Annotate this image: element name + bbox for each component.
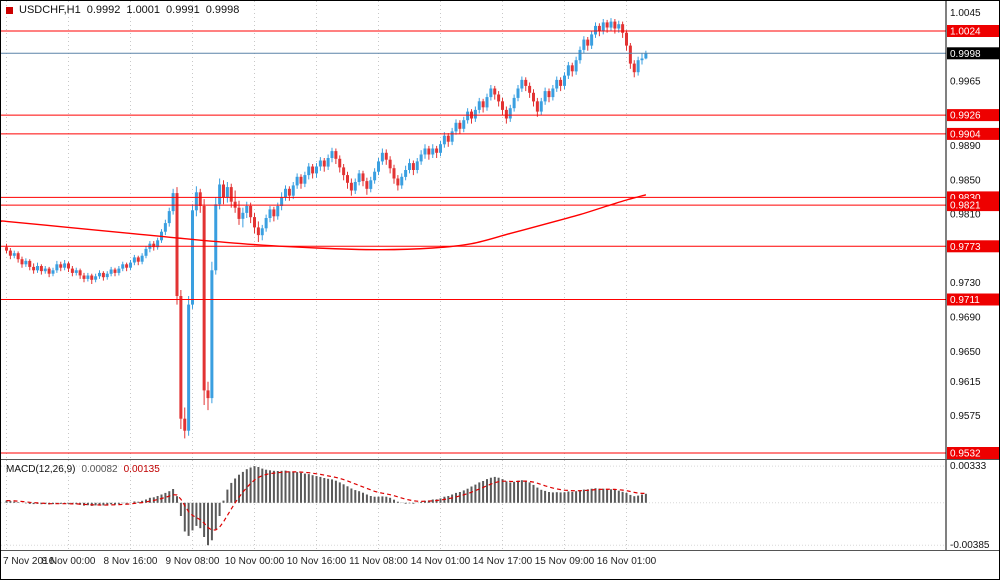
- svg-text:0.9810: 0.9810: [950, 210, 981, 221]
- price-level-badge: [947, 240, 999, 253]
- symbol-period: USDCHF,H1: [19, 4, 81, 16]
- macd-main-value: 0.00082: [81, 464, 118, 475]
- time-label: 7 Nov 2016: [3, 556, 55, 567]
- svg-text:0.9730: 0.9730: [950, 278, 981, 289]
- time-label: 9 Nov 08:00: [165, 556, 220, 567]
- svg-text:0.9890: 0.9890: [950, 141, 981, 152]
- price-level-badge: [947, 109, 999, 122]
- macd-signal-line: [6, 471, 646, 531]
- price-level-badge: [947, 25, 999, 37]
- candlesticks: [5, 18, 648, 439]
- price-level-badge: [947, 127, 999, 140]
- svg-text:0.00333: 0.00333: [950, 461, 987, 472]
- pane-divider-bottom[interactable]: [1, 550, 999, 551]
- svg-text:1.0024: 1.0024: [950, 27, 981, 38]
- svg-text:0.9650: 0.9650: [950, 347, 981, 358]
- svg-text:0.9532: 0.9532: [950, 449, 981, 460]
- svg-text:0.9690: 0.9690: [950, 313, 981, 324]
- quote-low: 0.9991: [166, 4, 200, 16]
- macd-gridlines: [1, 465, 946, 546]
- svg-text:0.9850: 0.9850: [950, 175, 981, 186]
- time-label: 8 Nov 16:00: [103, 556, 158, 567]
- macd-histogram: [5, 466, 647, 546]
- time-label: 10 Nov 00:00: [224, 556, 285, 567]
- current-price-badge: [947, 47, 999, 60]
- quote-open: 0.9992: [86, 4, 121, 16]
- time-label: 8 Nov 00:00: [41, 556, 96, 567]
- svg-text:0.9711: 0.9711: [950, 295, 980, 306]
- time-axis[interactable]: 7 Nov 2016 8 Nov 00:00 8 Nov 16:00 9 Nov 08…: [1, 551, 999, 579]
- macd-signal-value: 0.00135: [123, 464, 160, 475]
- svg-text:0.9821: 0.9821: [950, 201, 981, 212]
- pane-divider[interactable]: [1, 459, 999, 460]
- quote-high: 1.0001: [126, 4, 161, 16]
- time-label: 10 Nov 16:00: [286, 556, 347, 567]
- time-label: 14 Nov 01:00: [410, 556, 471, 567]
- svg-text:0.9773: 0.9773: [950, 242, 981, 253]
- svg-text:0.9965: 0.9965: [950, 77, 981, 88]
- quote-header: USDCHF,H1 0.9992 1.0001 0.9991 0.9998: [6, 4, 239, 16]
- moving-average-line: [1, 194, 647, 251]
- svg-text:0.9830: 0.9830: [950, 193, 981, 204]
- macd-axis: 0.00333 -0.00385: [945, 460, 990, 550]
- price-level-badge: [947, 293, 999, 306]
- svg-text:0.9615: 0.9615: [950, 377, 981, 388]
- svg-text:0.9998: 0.9998: [950, 49, 981, 60]
- time-label: 15 Nov 09:00: [534, 556, 595, 567]
- svg-text:0.9926: 0.9926: [950, 111, 981, 122]
- main-price-chart[interactable]: 1.0045 0.9965 0.9890 0.9850 0.9810 0.9730 0.96…: [1, 1, 1000, 459]
- svg-text:0.9575: 0.9575: [950, 411, 981, 422]
- price-level-badge: [947, 447, 999, 459]
- time-label: 16 Nov 01:00: [596, 556, 657, 567]
- macd-pane[interactable]: 0.00333 -0.00385: [1, 460, 1000, 550]
- price-axis: 1.0045 0.9965 0.9890 0.9850 0.9810 0.9730 0.96…: [945, 1, 999, 460]
- time-label: 14 Nov 17:00: [472, 556, 533, 567]
- chart-icon: [6, 6, 13, 14]
- level-lines: [1, 30, 946, 454]
- price-level-badge: [947, 199, 999, 212]
- quote-close: 0.9998: [205, 4, 240, 16]
- macd-indicator-label: MACD(12,26,9) 0.00082 0.00135: [6, 464, 160, 475]
- macd-name: MACD(12,26,9): [6, 464, 76, 475]
- time-label: 11 Nov 08:00: [349, 556, 408, 567]
- svg-text:1.0045: 1.0045: [950, 8, 981, 19]
- svg-text:0.9904: 0.9904: [950, 129, 981, 140]
- svg-text:-0.00385: -0.00385: [950, 540, 990, 550]
